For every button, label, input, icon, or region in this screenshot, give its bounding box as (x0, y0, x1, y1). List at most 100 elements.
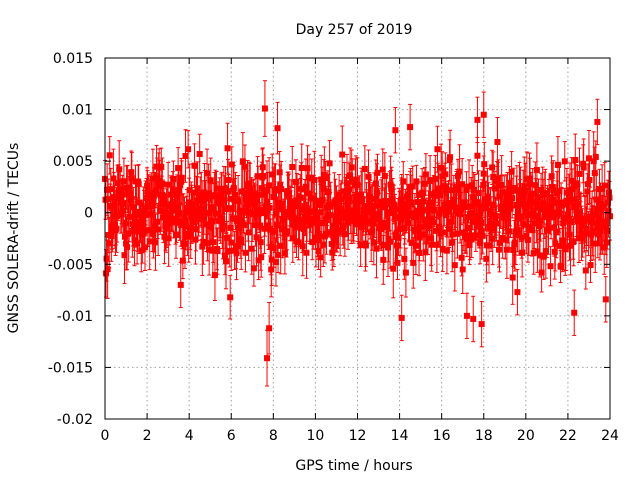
data-point (370, 219, 377, 226)
data-point (315, 247, 322, 254)
data-point (380, 242, 387, 249)
data-point (133, 212, 140, 219)
data-point (200, 238, 207, 245)
data-point (254, 173, 261, 180)
data-point (219, 216, 226, 223)
data-point (311, 177, 318, 184)
data-point (478, 227, 485, 234)
data-point (337, 206, 344, 213)
data-point (537, 217, 544, 224)
data-point (378, 226, 385, 233)
data-point (219, 226, 226, 233)
data-point (359, 218, 366, 225)
data-point (500, 211, 507, 218)
data-point (420, 231, 427, 238)
data-point (342, 194, 349, 201)
data-point (256, 210, 263, 217)
data-point (123, 240, 130, 247)
data-point (231, 191, 238, 198)
data-point (377, 219, 384, 226)
data-point (428, 235, 435, 242)
data-point (393, 242, 400, 249)
data-point (154, 174, 161, 181)
data-point (554, 199, 561, 206)
data-point (489, 164, 496, 171)
data-point (158, 163, 165, 170)
data-point (125, 230, 132, 237)
data-point (173, 218, 180, 225)
data-point (430, 219, 437, 226)
data-point (451, 262, 458, 269)
data-point (382, 198, 389, 205)
data-point (108, 232, 115, 239)
data-point (190, 207, 197, 214)
data-point (212, 192, 219, 199)
data-point (259, 164, 266, 171)
data-point (187, 231, 194, 238)
data-point (392, 127, 399, 134)
data-point (415, 210, 422, 217)
data-point (302, 214, 309, 221)
data-point (138, 217, 145, 224)
data-point (106, 152, 113, 159)
x-tick-label: 12 (349, 428, 367, 444)
data-point (298, 185, 305, 192)
data-point (483, 255, 490, 262)
data-point (366, 194, 373, 201)
data-point (479, 232, 486, 239)
data-point (165, 235, 172, 242)
y-tick-label: 0.005 (53, 154, 93, 170)
data-point (369, 227, 376, 234)
data-point (472, 232, 479, 239)
data-point (281, 215, 288, 222)
data-point (389, 207, 396, 214)
data-point (551, 248, 558, 255)
data-point (354, 181, 361, 188)
data-point (155, 226, 162, 233)
data-point (286, 190, 293, 197)
data-point (126, 213, 133, 220)
data-point (459, 266, 466, 273)
data-point (273, 210, 280, 217)
data-point (576, 170, 583, 177)
data-point (537, 252, 544, 259)
data-point (186, 187, 193, 194)
data-point (194, 197, 201, 204)
data-point (121, 252, 128, 259)
data-point (568, 177, 575, 184)
data-point (204, 170, 211, 177)
data-point (237, 217, 244, 224)
data-point (380, 256, 387, 263)
x-tick-label: 18 (475, 428, 493, 444)
x-tick-label: 24 (601, 428, 619, 444)
data-point (362, 242, 369, 249)
data-point (438, 164, 445, 171)
data-point (248, 245, 255, 252)
data-point (126, 185, 133, 192)
data-point (503, 246, 510, 253)
data-point (161, 233, 168, 240)
data-point (443, 212, 450, 219)
data-point (348, 164, 355, 171)
data-point (316, 202, 323, 209)
data-point (509, 195, 516, 202)
data-point (233, 250, 240, 257)
data-point (104, 266, 111, 273)
data-point (447, 201, 454, 208)
data-point (169, 186, 176, 193)
data-point (165, 181, 172, 188)
data-point (502, 236, 509, 243)
y-tick-label: 0.01 (62, 103, 93, 119)
data-point (586, 176, 593, 183)
data-point (572, 157, 579, 164)
data-point (149, 175, 156, 182)
data-point (493, 220, 500, 227)
data-point (526, 175, 533, 182)
data-point (130, 224, 137, 231)
data-point (327, 211, 334, 218)
data-point (394, 259, 401, 266)
x-tick-label: 0 (101, 428, 110, 444)
data-point (390, 265, 397, 272)
data-point (206, 246, 213, 253)
data-point (555, 211, 562, 218)
